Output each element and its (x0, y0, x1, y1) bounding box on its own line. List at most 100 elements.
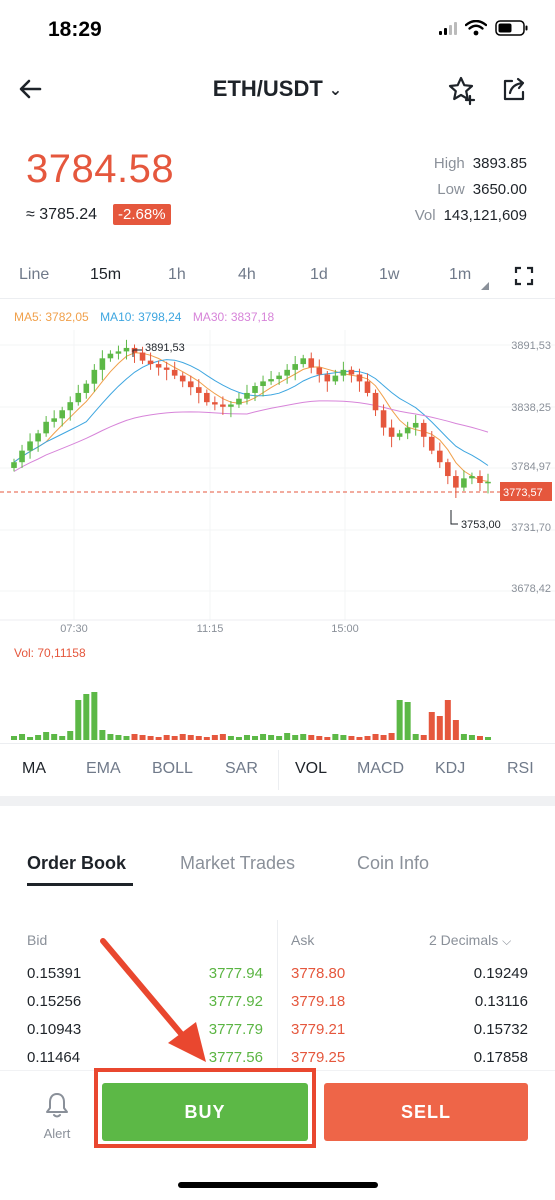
volume-bar (115, 735, 122, 740)
volume-legend: Vol: 70,11158 (14, 646, 86, 660)
alert-button[interactable]: Alert (34, 1091, 80, 1141)
volume-bar (292, 735, 299, 740)
candlestick-chart[interactable]: 3773,57 3891,53 3753,00 3891,53 3838,25 … (0, 330, 555, 740)
order-book-rows: 0.15391 3777.94 3778.80 0.19249 0.15256 … (0, 965, 555, 1069)
nav-bar: ETH/USDT ⌄ (0, 62, 555, 116)
interval-tab-line[interactable]: Line (19, 266, 50, 283)
candle-body (445, 462, 451, 477)
volume-bar (348, 736, 355, 740)
fullscreen-icon[interactable] (514, 266, 534, 286)
indicator-tab-kdj[interactable]: KDJ (435, 760, 466, 777)
indicator-tab-ma[interactable]: MA (22, 760, 46, 777)
candle-body (252, 386, 258, 393)
tab-coin-info[interactable]: Coin Info (357, 853, 430, 873)
volume-bar (356, 737, 363, 740)
order-book-row[interactable]: 0.15256 3777.92 3779.18 0.13116 (0, 993, 555, 1021)
candle-body (236, 398, 242, 405)
indicator-tab-ema[interactable]: EMA (86, 760, 121, 777)
candle-body (107, 353, 114, 359)
volume-bar (316, 736, 323, 740)
interval-tab-1m[interactable]: 1m (449, 266, 472, 283)
buy-button[interactable]: BUY (102, 1083, 308, 1141)
interval-tab-4h[interactable]: 4h (238, 266, 256, 283)
ask-header: Ask (291, 932, 315, 948)
candle-body (67, 402, 74, 411)
order-book-row[interactable]: 0.11464 3777.56 3779.25 0.17858 (0, 1049, 555, 1069)
volume-bar (412, 734, 419, 740)
volume-bar (59, 736, 66, 740)
candle-body (404, 427, 411, 434)
candle-body (332, 375, 339, 382)
low-label: 3753,00 (461, 519, 501, 531)
candle-body (195, 387, 202, 393)
volume-bar (388, 733, 395, 740)
high-marker (132, 349, 142, 357)
candle-body (187, 381, 194, 388)
star-add-icon[interactable] (446, 74, 478, 106)
ma-lines (13, 352, 489, 482)
candle-body (412, 422, 419, 428)
bid-quantity: 0.15256 (27, 993, 82, 1010)
ask-price: 3779.18 (291, 993, 346, 1010)
indicator-tab-rsi[interactable]: RSI (507, 760, 534, 777)
ask-price: 3779.21 (291, 1021, 346, 1038)
chevron-down-icon: ⌄ (328, 82, 343, 100)
tab-order-book[interactable]: Order Book (27, 853, 127, 873)
interval-tab-15m[interactable]: 15m (90, 266, 122, 283)
order-book-row[interactable]: 0.15391 3777.94 3778.80 0.19249 (0, 965, 555, 993)
decimals-selector[interactable]: 2 Decimals ⌵ (429, 932, 511, 949)
candle-body (364, 381, 371, 393)
order-book-row[interactable]: 0.10943 3777.79 3779.21 0.15732 (0, 1021, 555, 1049)
volume-bar (139, 735, 146, 740)
candle-body (485, 481, 491, 484)
volume-bar (211, 735, 218, 740)
back-arrow-icon[interactable] (16, 74, 46, 104)
candle-body (461, 478, 467, 488)
volume-bar (468, 735, 475, 740)
volume-bar (35, 735, 42, 740)
candle-body (19, 450, 25, 463)
candle-body (83, 383, 90, 393)
indicator-tab-vol[interactable]: VOL (295, 760, 328, 777)
sell-button[interactable]: SELL (324, 1083, 528, 1141)
candle-body (212, 402, 218, 405)
share-icon[interactable] (498, 74, 530, 106)
candle-body (244, 392, 250, 399)
volume-bar (107, 734, 114, 740)
y-tick-label: 3891,53 (511, 340, 551, 352)
decimals-label: 2 Decimals (429, 932, 499, 948)
volume-bar (476, 736, 483, 740)
indicator-tab-macd[interactable]: MACD (357, 760, 405, 777)
volume-bar (203, 737, 210, 740)
candle-body (388, 427, 395, 437)
pair-selector[interactable]: ETH/USDT ⌄ (0, 76, 555, 102)
volume-bar (420, 735, 427, 740)
ma30-value: MA30: 3837,18 (192, 310, 275, 324)
interval-tab-1w[interactable]: 1w (379, 266, 400, 283)
bid-price: 3777.56 (208, 1049, 263, 1066)
indicator-tab-boll[interactable]: BOLL (152, 760, 193, 777)
current-price-label: 3773,57 (503, 487, 543, 499)
volume-bar (227, 736, 234, 740)
status-time: 18:29 (48, 18, 102, 41)
candle-body (155, 364, 162, 368)
candle-body (163, 367, 170, 370)
indicator-tab-sar[interactable]: SAR (225, 760, 258, 777)
volume-bar (243, 735, 250, 740)
ask-quantity: 0.17858 (473, 1049, 528, 1066)
interval-tab-1h[interactable]: 1h (168, 266, 186, 283)
section-separator (0, 796, 555, 806)
candle-body (43, 421, 49, 434)
tab-market-trades[interactable]: Market Trades (180, 853, 296, 873)
interval-tab-1d[interactable]: 1d (310, 266, 328, 283)
bid-quantity: 0.10943 (27, 1021, 82, 1038)
volume-bar (99, 730, 106, 740)
volume-bar (187, 735, 194, 740)
volume-bar (51, 734, 58, 740)
divider (0, 298, 555, 299)
change-badge: -2.68% (113, 204, 171, 225)
current-price-tag (500, 482, 552, 501)
stat-value: 3893.85 (472, 154, 527, 172)
stat-low: Low 3650.00 (347, 176, 527, 202)
cellular-signal-icon (439, 21, 457, 35)
